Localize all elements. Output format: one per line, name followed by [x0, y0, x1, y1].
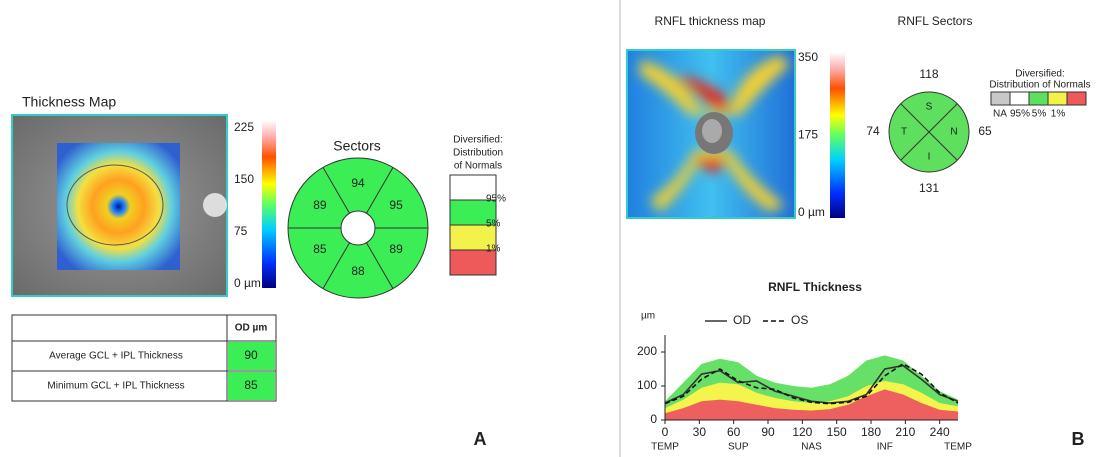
legend-title: Distribution [453, 148, 503, 159]
x-region-label: NAS [801, 442, 822, 453]
quadrant-label: T [901, 127, 907, 138]
x-tick-label: 120 [792, 425, 812, 439]
scale-tick-label: 175 [798, 128, 818, 142]
row-label: Average GCL + IPL Thickness [49, 351, 183, 362]
legend-label: 1% [1051, 109, 1066, 120]
sector-value: 131 [919, 181, 939, 195]
sector-value: 85 [313, 242, 327, 256]
sector-value: 95 [389, 198, 403, 212]
x-tick-label: 60 [727, 425, 741, 439]
x-tick-label: 90 [761, 425, 775, 439]
legend-title: Distribution of Normals [989, 80, 1090, 91]
legend-label: 95% [1010, 109, 1030, 120]
sector-value: 89 [313, 198, 327, 212]
legend-label: 5% [486, 219, 501, 230]
legend-swatch [990, 91, 1011, 106]
sector-value: 65 [978, 124, 992, 138]
scale-tick-label: 0 µm [798, 205, 825, 219]
scale-tick-label: 75 [234, 224, 248, 238]
table-cell [228, 342, 275, 370]
x-tick-label: 240 [930, 425, 950, 439]
legend-label: OS [791, 313, 808, 327]
sector-value: 89 [389, 242, 403, 256]
thickness-map-image [11, 114, 228, 297]
sector-hole [340, 210, 376, 246]
color-bar [262, 120, 276, 288]
x-tick-label: 210 [895, 425, 915, 439]
legend-title: Diversified: [453, 135, 502, 146]
scale-tick-label: 225 [234, 120, 254, 134]
legend-label: 1% [486, 244, 501, 255]
x-tick-label: 180 [861, 425, 881, 439]
legend-swatch [1047, 91, 1068, 106]
quadrant-label: S [926, 102, 933, 113]
sector-divider [322, 242, 350, 289]
y-tick-label: 0 [650, 412, 657, 426]
table-cell [228, 372, 275, 400]
panel-label: A [474, 429, 487, 449]
x-region-label: TEMP [651, 442, 679, 453]
row-label: Minimum GCL + IPL Thickness [47, 381, 184, 392]
legend-swatch [1066, 91, 1087, 106]
legend-title: of Normals [454, 161, 502, 172]
x-tick-label: 0 [662, 425, 669, 439]
chart-title: RNFL Thickness [768, 280, 862, 294]
rnfl-map-image [626, 49, 796, 219]
sector-divider [900, 103, 958, 161]
sector-value: 118 [919, 67, 938, 81]
row-value: 90 [244, 348, 258, 362]
x-region-label: INF [877, 442, 893, 453]
sectors-title: RNFL Sectors [898, 14, 973, 28]
color-bar [830, 52, 845, 218]
y-tick-label: 200 [637, 344, 657, 358]
sector-value: 88 [351, 264, 365, 278]
y-axis-label: µm [641, 311, 655, 322]
legend-swatch [1028, 91, 1049, 106]
scale-tick-label: 350 [798, 50, 818, 64]
legend-swatch [449, 224, 497, 251]
sector-value: 94 [351, 176, 365, 190]
normal-band [665, 389, 958, 420]
x-tick-label: 30 [693, 425, 707, 439]
quadrant-label: I [928, 152, 931, 163]
scale-tick-label: 150 [234, 172, 254, 186]
legend-label: 5% [1032, 109, 1047, 120]
x-region-label: SUP [728, 442, 749, 453]
sector-divider [366, 167, 394, 214]
legend-title: Diversified: [1015, 69, 1064, 80]
legend-swatch [1009, 91, 1030, 106]
legend-label: OD [733, 313, 751, 327]
legend-swatch [449, 249, 497, 276]
map-title: Thickness Map [22, 94, 116, 110]
x-tick-label: 150 [827, 425, 847, 439]
scale-tick-label: 0 µm [234, 276, 261, 290]
quadrant-label: N [950, 127, 957, 138]
series-line [664, 362, 959, 405]
panel-label: B [1072, 429, 1085, 449]
sector-divider [322, 167, 350, 214]
x-region-label: TEMP [944, 442, 972, 453]
sectors-title: Sectors [333, 138, 380, 154]
y-tick-label: 100 [637, 378, 657, 392]
row-value: 85 [244, 378, 258, 392]
sector-value: 74 [866, 124, 880, 138]
map-title: RNFL thickness map [655, 14, 766, 28]
legend-label: NA [993, 109, 1007, 120]
sector-divider [366, 242, 394, 289]
table-header: OD µm [235, 323, 268, 334]
legend-label: 95% [486, 194, 506, 205]
